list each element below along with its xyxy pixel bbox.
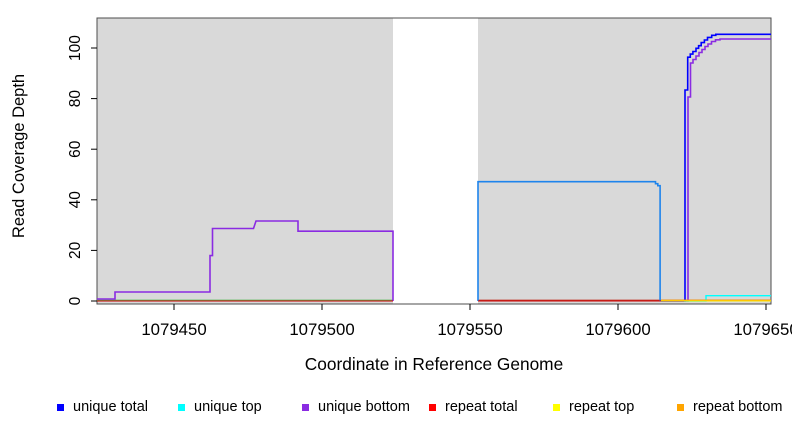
svg-text:0: 0: [67, 296, 84, 305]
svg-text:repeat top: repeat top: [569, 399, 634, 415]
svg-text:unique total: unique total: [73, 399, 148, 415]
svg-text:1079550: 1079550: [437, 320, 502, 339]
svg-text:1079450: 1079450: [141, 320, 206, 339]
svg-text:1079650: 1079650: [733, 320, 792, 339]
svg-text:80: 80: [67, 90, 84, 108]
svg-text:repeat total: repeat total: [445, 399, 518, 415]
svg-text:unique top: unique top: [194, 399, 262, 415]
svg-text:unique bottom: unique bottom: [318, 399, 410, 415]
svg-text:Read Coverage Depth: Read Coverage Depth: [10, 74, 28, 238]
svg-text:Coordinate in Reference Genome: Coordinate in Reference Genome: [305, 354, 563, 374]
svg-text:100: 100: [67, 35, 84, 61]
svg-text:1079600: 1079600: [585, 320, 650, 339]
svg-text:20: 20: [67, 241, 84, 259]
svg-text:40: 40: [67, 191, 84, 209]
svg-text:60: 60: [67, 140, 84, 158]
svg-text:1079500: 1079500: [289, 320, 354, 339]
svg-text:repeat bottom: repeat bottom: [693, 399, 782, 415]
